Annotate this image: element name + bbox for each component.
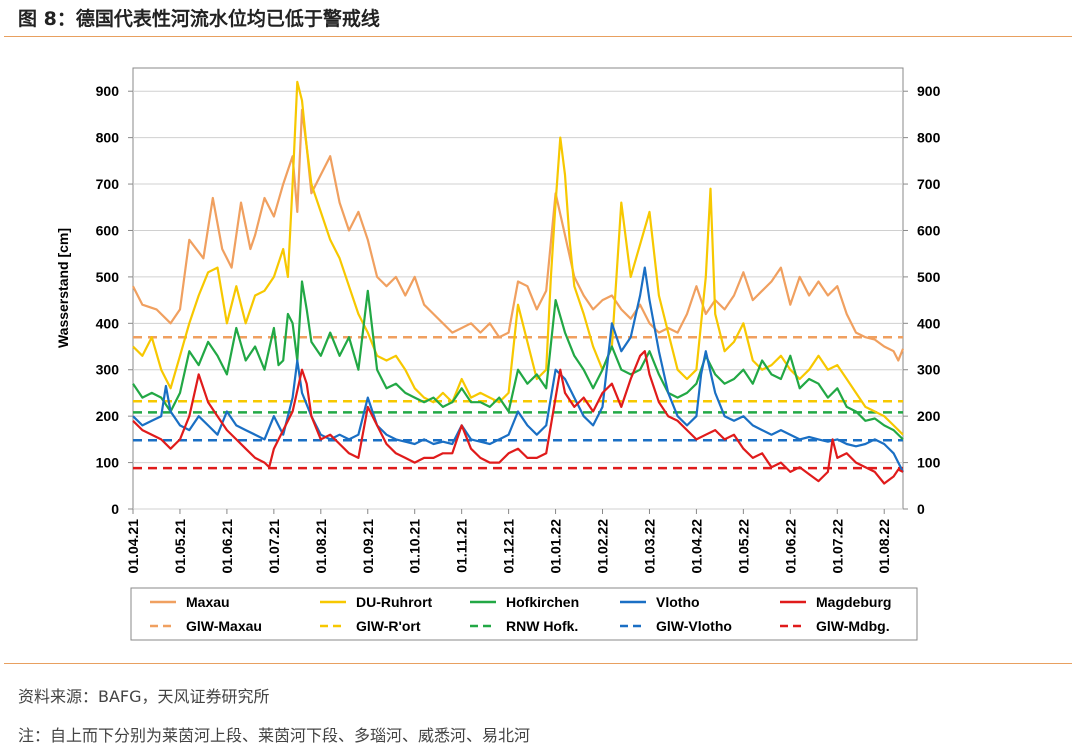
- chart-title: 图 8：德国代表性河流水位均已低于警戒线: [18, 8, 380, 30]
- y-tick-label-right: 300: [917, 362, 941, 378]
- legend-label-6: GlW-R'ort: [356, 618, 421, 634]
- series-line-1: [132, 80, 904, 436]
- y-axis-left: 0 100 200 300 400 500 600 700 800 900: [96, 83, 133, 517]
- y-tick-label-left: 700: [96, 176, 120, 192]
- x-tick-label: 01.09.21: [360, 519, 376, 574]
- y-tick-label-right: 100: [917, 455, 941, 471]
- y-tick-label-left: 300: [96, 362, 120, 378]
- x-tick-label: 01.11.21: [454, 519, 470, 573]
- y-tick-label-right: 500: [917, 269, 941, 285]
- x-tick-label: 01.08.22: [876, 519, 892, 574]
- x-axis: 01.04.21 01.05.21 01.06.21 01.07.21 01.08.21…: [125, 509, 892, 574]
- y-tick-label-right: 700: [917, 176, 941, 192]
- legend-label-3: Vlotho: [656, 594, 700, 610]
- x-tick-label: 01.04.22: [688, 519, 704, 574]
- y-tick-label-left: 100: [96, 455, 120, 471]
- y-tick-label-right: 800: [917, 130, 941, 146]
- x-tick-label: 01.02.22: [595, 519, 611, 574]
- bottom-divider: [4, 663, 1072, 664]
- legend-label-0: Maxau: [186, 594, 230, 610]
- legend-label-5: GlW-Maxau: [186, 618, 262, 634]
- legend-label-2: Hofkirchen: [506, 594, 579, 610]
- y-tick-label-right: 0: [917, 501, 925, 517]
- series-lines: [132, 80, 905, 485]
- y-axis-label: Wasserstand [cm]: [55, 228, 71, 348]
- x-tick-label: 01.07.22: [829, 519, 845, 574]
- x-tick-label: 01.12.21: [501, 519, 517, 574]
- series-line-2: [132, 280, 904, 441]
- legend-box: [130, 587, 918, 641]
- legend-label-4: Magdeburg: [816, 594, 891, 610]
- legend: Maxau DU-Ruhrort Hofkirchen Vlotho Magdeburg…: [150, 594, 891, 634]
- y-tick-label-left: 400: [96, 315, 120, 331]
- legend-label-9: GlW-Mdbg.: [816, 618, 890, 634]
- x-tick-label: 01.05.21: [172, 519, 188, 574]
- series-line-0: [132, 108, 905, 362]
- y-tick-label-left: 800: [96, 130, 120, 146]
- footnote: 注：自上而下分别为莱茵河上段、莱茵河下段、多瑙河、威悉河、易北河: [18, 726, 531, 745]
- y-tick-label-left: 500: [96, 269, 120, 285]
- series-line-3: [132, 266, 904, 473]
- top-divider: [4, 36, 1072, 37]
- y-tick-label-left: 900: [96, 83, 120, 99]
- plot-area: [132, 67, 904, 510]
- y-tick-label-right: 200: [917, 408, 941, 424]
- x-tick-label: 01.04.21: [125, 519, 141, 574]
- x-tick-label: 01.07.21: [266, 519, 282, 574]
- y-tick-label-left: 200: [96, 408, 120, 424]
- line-chart: 0 100 200 300 400 500 600 700 800 900 0 100 200 300 4…: [55, 67, 941, 641]
- y-axis-right: 0 100 200 300 400 500 600 700 800 900: [903, 83, 941, 517]
- x-tick-label: 01.03.22: [641, 519, 657, 574]
- y-tick-label-left: 0: [111, 501, 119, 517]
- y-tick-label-left: 600: [96, 222, 120, 238]
- y-tick-label-right: 600: [917, 222, 941, 238]
- legend-label-7: RNW Hofk.: [506, 618, 578, 634]
- legend-label-1: DU-Ruhrort: [356, 594, 433, 610]
- threshold-lines: [133, 335, 903, 470]
- legend-label-8: GlW-Vlotho: [656, 618, 732, 634]
- source-note: 资料来源：BAFG，天风证券研究所: [18, 687, 270, 706]
- x-tick-label: 01.10.21: [407, 519, 423, 574]
- series-line-4: [132, 350, 904, 485]
- x-tick-label: 01.05.22: [735, 519, 751, 574]
- y-tick-label-right: 400: [917, 315, 941, 331]
- x-tick-label: 01.06.21: [219, 519, 235, 574]
- x-tick-label: 01.01.22: [548, 519, 564, 574]
- x-tick-label: 01.08.21: [313, 519, 329, 574]
- y-tick-label-right: 900: [917, 83, 941, 99]
- x-tick-label: 01.06.22: [782, 519, 798, 574]
